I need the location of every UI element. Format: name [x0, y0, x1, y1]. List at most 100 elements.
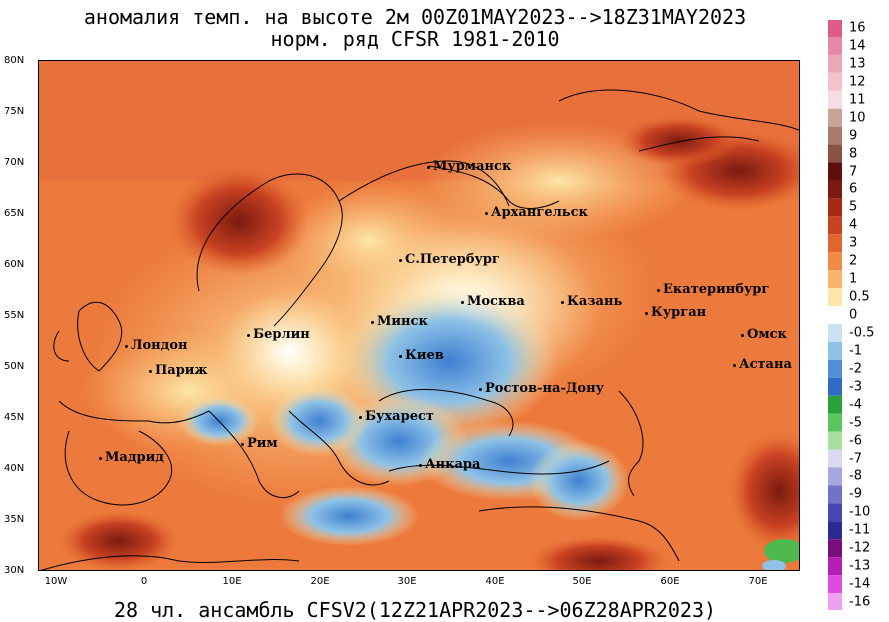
colorbar-tick-label: 5 [849, 199, 858, 215]
city-label: Курган [644, 305, 707, 320]
colorbar-swatch [828, 557, 842, 576]
colorbar-tick-label: 10 [849, 110, 866, 126]
lat-label: 50N [4, 361, 25, 372]
lat-label: 30N [4, 565, 25, 576]
colorbar-swatch [828, 252, 842, 271]
colorbar-swatch [828, 467, 842, 486]
colorbar-swatch [828, 341, 842, 360]
city-label: Астана [733, 357, 792, 372]
colorbar-swatch [828, 395, 842, 414]
colorbar-tick-label: 4 [849, 217, 858, 233]
city-label: Мадрид [99, 450, 164, 465]
city-label: Анкара [418, 457, 481, 472]
city-label: Казань [560, 294, 623, 309]
colorbar-tick-label: -16 [849, 594, 871, 610]
colorbar-swatch [828, 72, 842, 91]
colorbar-tick-label: 2 [849, 253, 858, 269]
colorbar-tick-label: -11 [849, 522, 871, 538]
colorbar-swatch [828, 413, 842, 432]
colorbar-swatch [828, 575, 842, 594]
colorbar-tick-label: 9 [849, 128, 858, 144]
colorbar-tick-label: -9 [849, 486, 862, 502]
colorbar-swatch [828, 539, 842, 558]
colorbar-max-arrow [828, 20, 842, 28]
colorbar-swatch [828, 485, 842, 504]
lat-label: 55N [4, 310, 25, 321]
colorbar-swatch [828, 216, 842, 235]
lon-label: 40E [485, 576, 505, 587]
lat-label: 60N [4, 259, 25, 270]
colorbar-swatch [828, 36, 842, 55]
colorbar-swatch [828, 270, 842, 289]
colorbar-swatch [828, 108, 842, 127]
colorbar-swatch [828, 180, 842, 199]
city-label: Минск [371, 314, 428, 329]
city-label: Москва [461, 294, 525, 309]
city-label: Киев [399, 348, 444, 363]
colorbar-tick-label: -10 [849, 504, 871, 520]
colorbar-tick-label: 0.5 [849, 289, 870, 305]
colorbar-tick-label: -1 [849, 343, 862, 359]
colorbar-swatch [828, 323, 842, 342]
colorbar-tick-label: -0.5 [849, 325, 875, 341]
colorbar-tick-label: 16 [849, 20, 866, 36]
colorbar-swatch [828, 288, 842, 307]
colorbar-swatch [828, 306, 842, 324]
lon-label: 10W [44, 576, 68, 587]
city-label: Архангельск [485, 205, 588, 220]
map-title: аномалия темп. на высоте 2м 00Z01MAY2023… [83, 5, 747, 29]
colorbar-swatch [828, 449, 842, 468]
colorbar-swatch [828, 377, 842, 396]
lat-label: 75N [4, 106, 25, 117]
colorbar-tick-label: -12 [849, 540, 871, 556]
colorbar-swatch [828, 126, 842, 145]
city-label: Мурманск [426, 159, 512, 174]
colorbar-tick-label: -4 [849, 397, 862, 413]
lon-label: 20E [310, 576, 330, 587]
colorbar-min-arrow [828, 602, 842, 610]
lon-label: 70E [748, 576, 768, 587]
lat-label: 65N [4, 208, 25, 219]
lat-label: 70N [4, 157, 25, 168]
colorbar-swatch [828, 503, 842, 522]
city-label: Лондон [125, 338, 188, 353]
colorbar-tick-label: 14 [849, 38, 866, 54]
city-label: Бухарест [359, 409, 434, 424]
anomaly-field [39, 61, 799, 570]
colorbar [828, 20, 842, 610]
ensemble-caption: 28 чл. ансамбль CFSV2(12Z21APR2023-->06Z… [113, 598, 717, 622]
colorbar-swatch [828, 90, 842, 109]
colorbar-tick-label: 0 [849, 307, 858, 323]
lon-label: 50E [572, 576, 592, 587]
city-label: С.Петербург [399, 252, 500, 267]
colorbar-tick-label: -3 [849, 379, 862, 395]
colorbar-tick-label: 12 [849, 74, 866, 90]
anomaly-map: Мурманск Архангельск С.Петербург Москва … [38, 60, 800, 571]
colorbar-tick-label: 7 [849, 164, 858, 179]
colorbar-swatch [828, 521, 842, 540]
colorbar-swatch [828, 359, 842, 378]
colorbar-swatch [828, 54, 842, 73]
colorbar-tick-label: 6 [849, 181, 858, 197]
colorbar-tick-label: -14 [849, 576, 871, 592]
city-label: Рим [241, 436, 278, 451]
lon-label: 0 [140, 576, 148, 587]
colorbar-tick-label: -6 [849, 433, 862, 449]
colorbar-tick-label: -8 [849, 468, 862, 484]
map-subtitle: норм. ряд CFSR 1981-2010 [270, 27, 560, 51]
colorbar-tick-label: -5 [849, 415, 862, 431]
colorbar-swatch [828, 144, 842, 163]
colorbar-swatch [828, 234, 842, 253]
colorbar-tick-label: 8 [849, 146, 858, 162]
lon-label: 30E [397, 576, 417, 587]
city-label: Берлин [247, 327, 310, 342]
colorbar-swatch [828, 198, 842, 217]
city-label: Париж [149, 363, 208, 378]
colorbar-swatch [828, 162, 842, 181]
colorbar-swatch [828, 431, 842, 450]
lat-label: 45N [4, 412, 25, 423]
colorbar-tick-label: -2 [849, 361, 862, 377]
lon-label: 10E [222, 576, 242, 587]
city-label: Ростов-на-Дону [479, 381, 604, 396]
colorbar-tick-label: 13 [849, 56, 866, 72]
